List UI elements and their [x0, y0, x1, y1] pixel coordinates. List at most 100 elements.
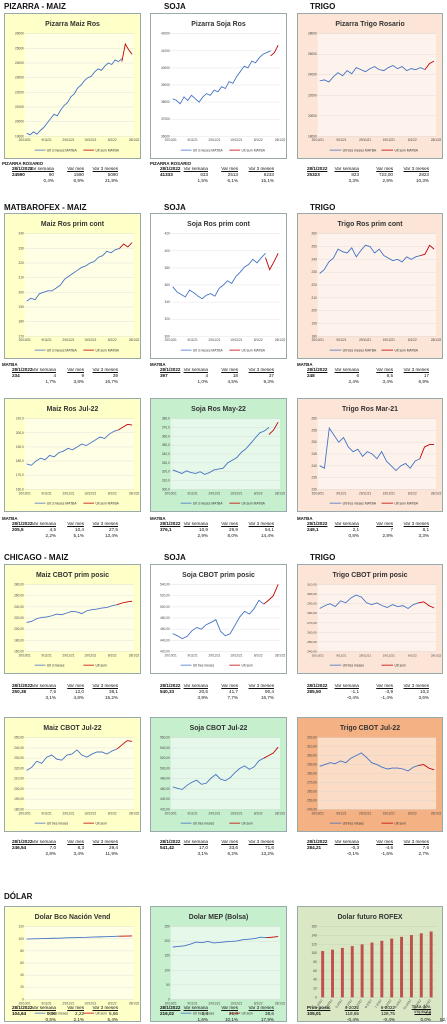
- stats-table: MATBA 28/1/2022 Var semana Var mes Var 3 mes…: [150, 516, 292, 538]
- stats-value: 2,9%: [382, 178, 393, 183]
- line-chart: Soja Ros May-22 300,0 310,0 320,0 330,0 340,0…: [162, 406, 286, 506]
- y-tick-label: 40000: [161, 66, 170, 70]
- x-tick-label: 9/11/21: [187, 1001, 197, 1005]
- legend-label: Ult tres meses: [47, 1011, 69, 1015]
- series-line-week: [263, 746, 279, 759]
- bar: [331, 949, 334, 998]
- y-tick-label: 26000: [15, 32, 24, 36]
- stats-header: Var mes: [376, 521, 393, 526]
- y-tick-label: 38000: [161, 100, 170, 104]
- line-chart: Maiz Ros prim cont 170 180 190 200 210 220 230 2…: [18, 221, 139, 352]
- stats-value: 0,4%: [43, 178, 54, 183]
- stats-header: Var semana: [29, 166, 54, 171]
- stats-value: 1,6%: [197, 1017, 208, 1022]
- stats-header: 28/1/2022: [160, 839, 181, 844]
- series-line-3m: [172, 757, 264, 790]
- stats-table: 28/1/2022 Var semana Var mes Var 3 meses 285…: [297, 678, 439, 700]
- y-tick-label: 0: [22, 997, 24, 1001]
- bar: [360, 944, 364, 998]
- x-tick-label: 9/11/21: [336, 811, 347, 815]
- x-tick-label: 3-2022: [334, 998, 343, 1008]
- bar: [400, 936, 404, 998]
- series-line-3m: [319, 244, 421, 274]
- y-tick-label: 200: [311, 309, 316, 313]
- y-tick-label: 540,00: [160, 746, 170, 750]
- legend-label: Ult tres meses MATBA: [343, 148, 377, 152]
- x-tick-label: 9/11/21: [336, 653, 346, 657]
- stats-value: 3,4%: [382, 379, 393, 384]
- stats-value: 2,9%: [197, 533, 208, 538]
- stats-value: 6: [356, 373, 359, 378]
- stats-header: Var 3 meses: [248, 521, 274, 526]
- series-line-3m: [26, 748, 118, 771]
- y-tick-label: 260: [311, 232, 316, 236]
- y-tick-label: 20000: [308, 114, 317, 118]
- y-tick-label: 220: [18, 261, 23, 265]
- y-tick-label: 39000: [161, 83, 170, 87]
- y-tick-label: 280,00: [307, 772, 317, 776]
- y-tick-label: 41000: [161, 49, 170, 53]
- stats-value: 18: [232, 373, 238, 378]
- stats-header: Var 3 meses: [403, 683, 429, 688]
- stats-value: 2,1%: [73, 1017, 84, 1022]
- stats-value: -0,3: [351, 845, 359, 850]
- y-tick-label: 290,00: [307, 602, 317, 606]
- chart-panel: Pizarra Trigo Rosario 18000 20000 22000 2400…: [297, 13, 443, 159]
- x-tick-label: 8/1/22: [408, 653, 417, 657]
- y-tick-label: 540,00: [160, 583, 170, 587]
- series-line-3m: [172, 427, 270, 475]
- x-tick-label: 28/1/22: [129, 138, 140, 142]
- x-tick-label: 20/10/21: [19, 1001, 31, 1005]
- chart-panel: Maiz CBOT Jul-22 180,00 190,00 200,00 210,00…: [4, 717, 141, 832]
- x-tick-label: 9/11/21: [41, 653, 51, 657]
- x-tick-label: 28/1/22: [275, 138, 286, 142]
- stats-header: 28/1/2022: [160, 367, 181, 372]
- stats-header: Var mes: [376, 839, 393, 844]
- x-tick-label: 8/1/22: [108, 491, 117, 495]
- legend-label: Ult sem MATBA: [95, 348, 119, 352]
- stats-header: Var mes: [67, 166, 84, 171]
- x-tick-label: 8/1/22: [108, 811, 117, 815]
- chart-panel: Pizarra Soja Ros 36000 37000 38000 39000 4000…: [150, 13, 287, 159]
- y-tick-label: 230: [311, 487, 317, 491]
- chart-title: Soja CBOT Jul-22: [190, 725, 248, 732]
- y-tick-label: 60: [313, 969, 317, 973]
- stats-header: 28/1/2022: [160, 1005, 181, 1010]
- x-tick-label: 28/1/22: [275, 653, 286, 657]
- x-tick-label: 28/1/22: [431, 653, 442, 657]
- stats-value: 6,2%: [227, 851, 238, 856]
- stats-header: Var mes: [67, 683, 84, 688]
- series-line-week: [424, 60, 435, 70]
- x-tick-label: 19/12/21: [383, 491, 396, 495]
- y-tick-label: 24000: [308, 73, 317, 77]
- x-tick-label: 28/1/22: [129, 811, 140, 815]
- stats-value: 10,9: [199, 527, 208, 532]
- y-tick-label: 240: [311, 257, 316, 261]
- stats-value: 3,8%: [73, 379, 84, 384]
- series-line-week: [119, 242, 133, 249]
- stats-value: 6,9%: [418, 379, 429, 384]
- x-tick-label: 19/12/21: [84, 653, 96, 657]
- stats-value: 2,2%: [45, 533, 56, 538]
- x-tick-label: 9/11/21: [41, 138, 51, 142]
- legend-label: Ult sem MATBA: [95, 148, 119, 152]
- legend-label: Ult 3 meses MATBA: [47, 501, 78, 505]
- x-tick-label: 9/11/21: [187, 338, 197, 342]
- legend-label: Ult sem: [241, 1011, 253, 1015]
- x-tick-label: 9/11/21: [41, 491, 51, 495]
- legend-label: Ult sem MATBA: [241, 148, 265, 152]
- x-tick-label: 20/10/21: [312, 653, 324, 657]
- x-tick-label: 28/1/22: [431, 338, 442, 342]
- legend-label: Ult 3 meses MATBA: [47, 348, 78, 352]
- x-tick-label: 1-2022: [315, 998, 324, 1008]
- line-chart: Dolar MEP (Bolsa) 0 50 100 150 200 250 20/10/21…: [164, 914, 285, 1016]
- stats-value: 397: [160, 373, 168, 378]
- stats-header: 28/1/2022: [12, 1005, 33, 1010]
- y-tick-label: 520,00: [160, 756, 170, 760]
- stats-header: 6-2022: [380, 1005, 395, 1010]
- x-tick-label: 9/11/21: [336, 338, 346, 342]
- chart-title: Dolar futuro ROFEX: [337, 914, 402, 921]
- series-line-week: [420, 244, 435, 256]
- stats-header: Var semana: [334, 521, 359, 526]
- stats-header: Var semana: [334, 839, 359, 844]
